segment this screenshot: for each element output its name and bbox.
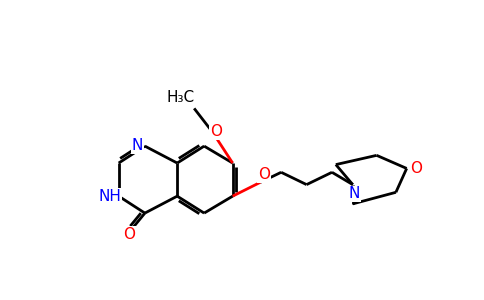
Text: N: N [132,138,143,153]
Text: O: O [210,124,222,139]
Text: O: O [258,167,270,182]
Text: O: O [410,161,422,176]
Text: O: O [123,227,136,242]
Text: H₃C: H₃C [166,90,195,105]
Text: NH: NH [98,189,121,204]
Text: N: N [348,186,360,201]
